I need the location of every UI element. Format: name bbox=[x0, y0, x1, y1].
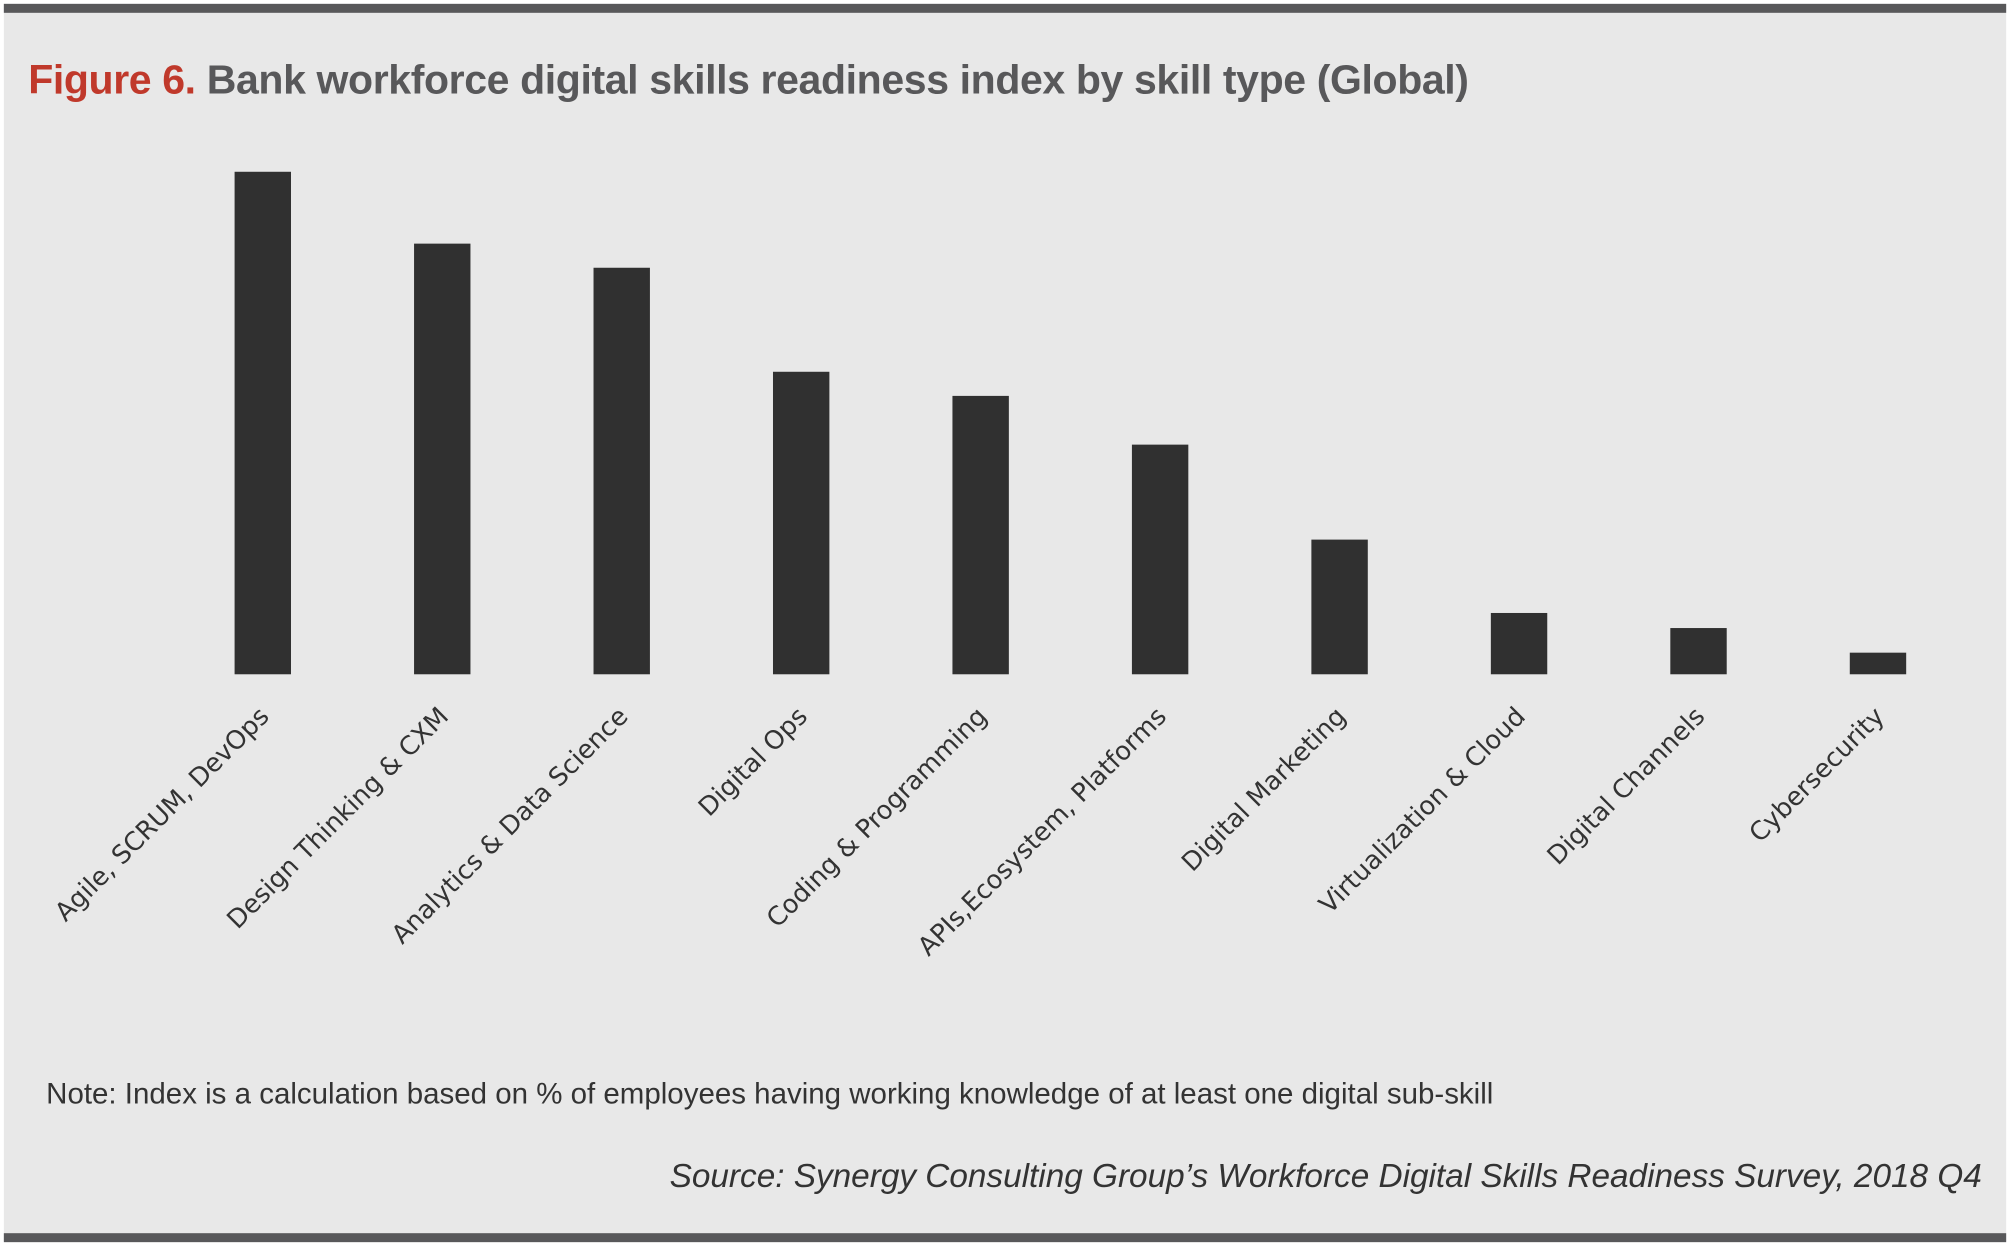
chart-title: Figure 6. Bank workforce digital skills … bbox=[28, 56, 1469, 103]
figure-number: Figure 6. bbox=[28, 56, 196, 103]
bottom-rule bbox=[3, 1233, 2007, 1243]
bar bbox=[1311, 539, 1368, 675]
bar bbox=[1849, 652, 1907, 675]
bar bbox=[234, 171, 291, 675]
bar bbox=[952, 395, 1009, 675]
x-tick-label: Digital Channels bbox=[1542, 702, 1712, 872]
x-tick-label: Virtualization & Cloud bbox=[1314, 702, 1532, 920]
bar bbox=[772, 371, 830, 675]
top-rule bbox=[3, 3, 2007, 13]
bar bbox=[414, 243, 471, 675]
x-tick-label: Digital Marketing bbox=[1176, 702, 1352, 878]
title-text: Bank workforce digital skills readiness … bbox=[206, 56, 1469, 103]
bar bbox=[593, 267, 650, 675]
bar bbox=[1131, 444, 1189, 675]
x-tick-label: Digital Ops bbox=[693, 702, 814, 823]
chart-source: Source: Synergy Consulting Group’s Workf… bbox=[669, 1156, 1982, 1195]
x-tick-label: Cybersecurity bbox=[1744, 702, 1891, 849]
chart-note: Note: Index is a calculation based on % … bbox=[46, 1076, 1494, 1111]
bar bbox=[1490, 612, 1548, 675]
bar bbox=[1670, 628, 1727, 675]
